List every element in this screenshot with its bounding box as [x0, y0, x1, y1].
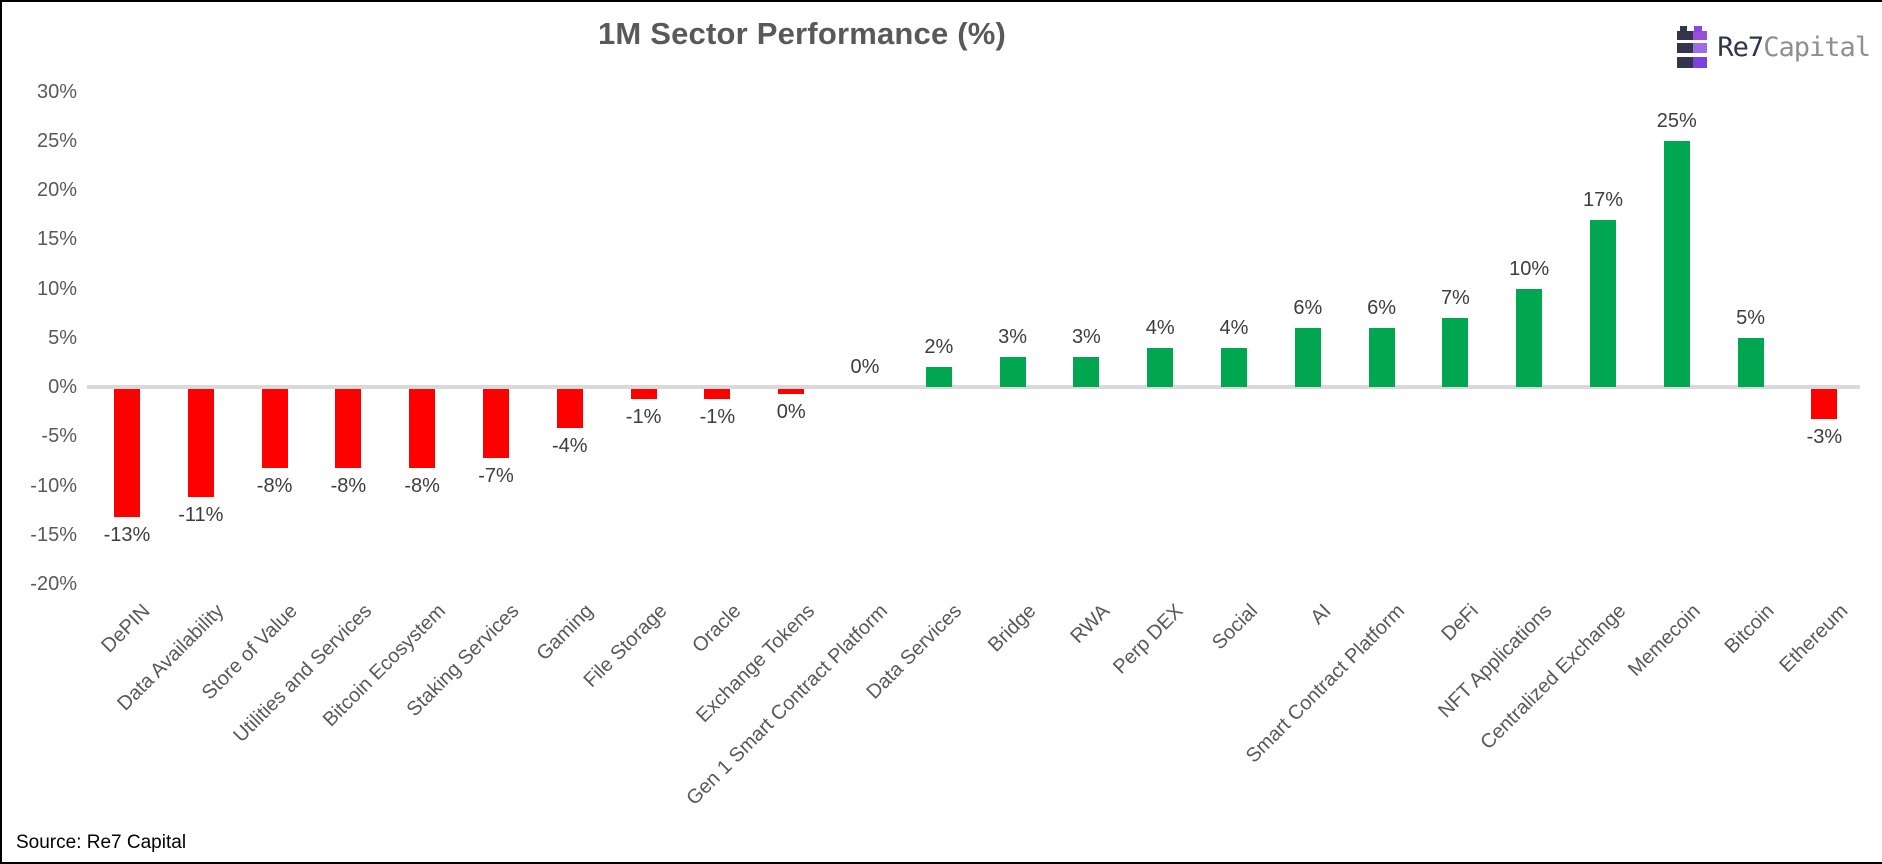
y-tick-label: 5% — [48, 326, 77, 349]
y-tick-label: 20% — [36, 179, 77, 201]
x-axis-label-perp-dex: Perp DEX — [1109, 600, 1188, 679]
value-label: -8% — [256, 474, 293, 497]
value-label: -1% — [699, 405, 736, 428]
bar-bitcoin-ecosystem — [409, 389, 436, 468]
x-axis-label-rwa: RWA — [1066, 600, 1114, 648]
bar-oracle — [704, 389, 731, 399]
value-label: 4% — [1219, 316, 1249, 339]
value-label: 3% — [1071, 326, 1101, 349]
x-axis-label-bridge: Bridge — [983, 600, 1041, 657]
bar-bridge — [999, 357, 1026, 387]
value-label: -8% — [330, 474, 367, 497]
x-axis-label-utilities-and-services: Utilities and Services — [229, 600, 376, 747]
re7-capital-logo: Re7Capital — [1677, 26, 1871, 68]
bar-staking-services — [483, 389, 509, 458]
bar-nft-applications — [1516, 288, 1543, 387]
bar-smart-contract-platform — [1368, 327, 1395, 387]
value-label: 6% — [1293, 296, 1323, 319]
value-label: -4% — [552, 435, 588, 458]
x-axis-label-memecoin: Memecoin — [1623, 600, 1705, 681]
y-tick-label: -5% — [41, 425, 77, 448]
x-axis-label-defi: DeFi — [1437, 600, 1483, 646]
value-label: -11% — [178, 504, 224, 527]
value-label: 6% — [1367, 296, 1397, 319]
x-axis-label-social: Social — [1207, 600, 1262, 655]
bar-social — [1221, 347, 1247, 387]
logo-re7-text: Re7 — [1717, 31, 1764, 63]
value-label: 0% — [776, 400, 806, 423]
bar-perp-dex — [1147, 347, 1174, 387]
x-axis-label-bitcoin-ecosystem: Bitcoin Ecosystem — [318, 600, 450, 732]
castle-bars-icon — [1677, 26, 1708, 68]
x-axis-label-centralized-exchange: Centralized Exchange — [1476, 600, 1631, 754]
x-axis-label-depin: DePIN — [97, 600, 155, 658]
bar-centralized-exchange — [1590, 219, 1616, 387]
y-tick-label: 0% — [48, 376, 77, 398]
value-label: 25% — [1656, 109, 1697, 132]
x-axis-label-oracle: Oracle — [687, 600, 745, 658]
y-tick-label: 30% — [36, 80, 77, 103]
bar-defi — [1442, 318, 1469, 387]
logo-capital-text: Capital — [1763, 31, 1871, 63]
zero-axis-line — [87, 385, 1860, 389]
y-tick-label: -20% — [30, 573, 77, 595]
value-label: 4% — [1145, 316, 1175, 339]
value-label: 3% — [998, 326, 1028, 349]
value-label: -13% — [103, 524, 151, 547]
y-tick-label: -15% — [30, 523, 77, 546]
y-tick-label: -10% — [30, 474, 77, 497]
value-label: 10% — [1509, 257, 1550, 280]
value-label: -7% — [478, 464, 514, 487]
chart-title: 1M Sector Performance (%) — [597, 16, 1007, 51]
logo-wordmark: Re7Capital — [1717, 31, 1871, 63]
value-label: -3% — [1806, 425, 1843, 448]
value-label: 5% — [1736, 306, 1766, 329]
y-tick-label: 10% — [36, 277, 77, 300]
y-tick-label: 25% — [36, 129, 77, 152]
value-label: 2% — [924, 336, 954, 359]
bar-gaming — [556, 389, 583, 429]
bar-depin — [114, 389, 140, 518]
x-axis-label-ethereum: Ethereum — [1775, 600, 1852, 677]
bar-store-of-value — [261, 389, 288, 468]
bar-exchange-tokens — [778, 389, 805, 394]
bar-utilities-and-services — [335, 389, 362, 468]
value-label: 17% — [1582, 188, 1624, 211]
source-note: Source: Re7 Capital — [16, 832, 187, 853]
value-label: 0% — [850, 356, 880, 378]
bar-ai — [1294, 327, 1321, 387]
x-axis-label-gaming: Gaming — [532, 600, 598, 666]
bar-memecoin — [1663, 140, 1690, 387]
y-tick-label: 15% — [36, 228, 77, 251]
bar-data-services — [925, 367, 952, 387]
x-axis-label-bitcoin: Bitcoin — [1720, 600, 1779, 659]
bar-ethereum — [1811, 389, 1838, 419]
value-label: -1% — [625, 405, 662, 428]
bar-bitcoin — [1737, 337, 1764, 387]
bar-rwa — [1073, 357, 1100, 387]
x-axis-label-ai: AI — [1306, 600, 1336, 629]
bar-file-storage — [630, 389, 657, 399]
value-label: 7% — [1440, 287, 1470, 310]
bar-data-availability — [187, 389, 214, 498]
value-label: -8% — [404, 474, 440, 497]
